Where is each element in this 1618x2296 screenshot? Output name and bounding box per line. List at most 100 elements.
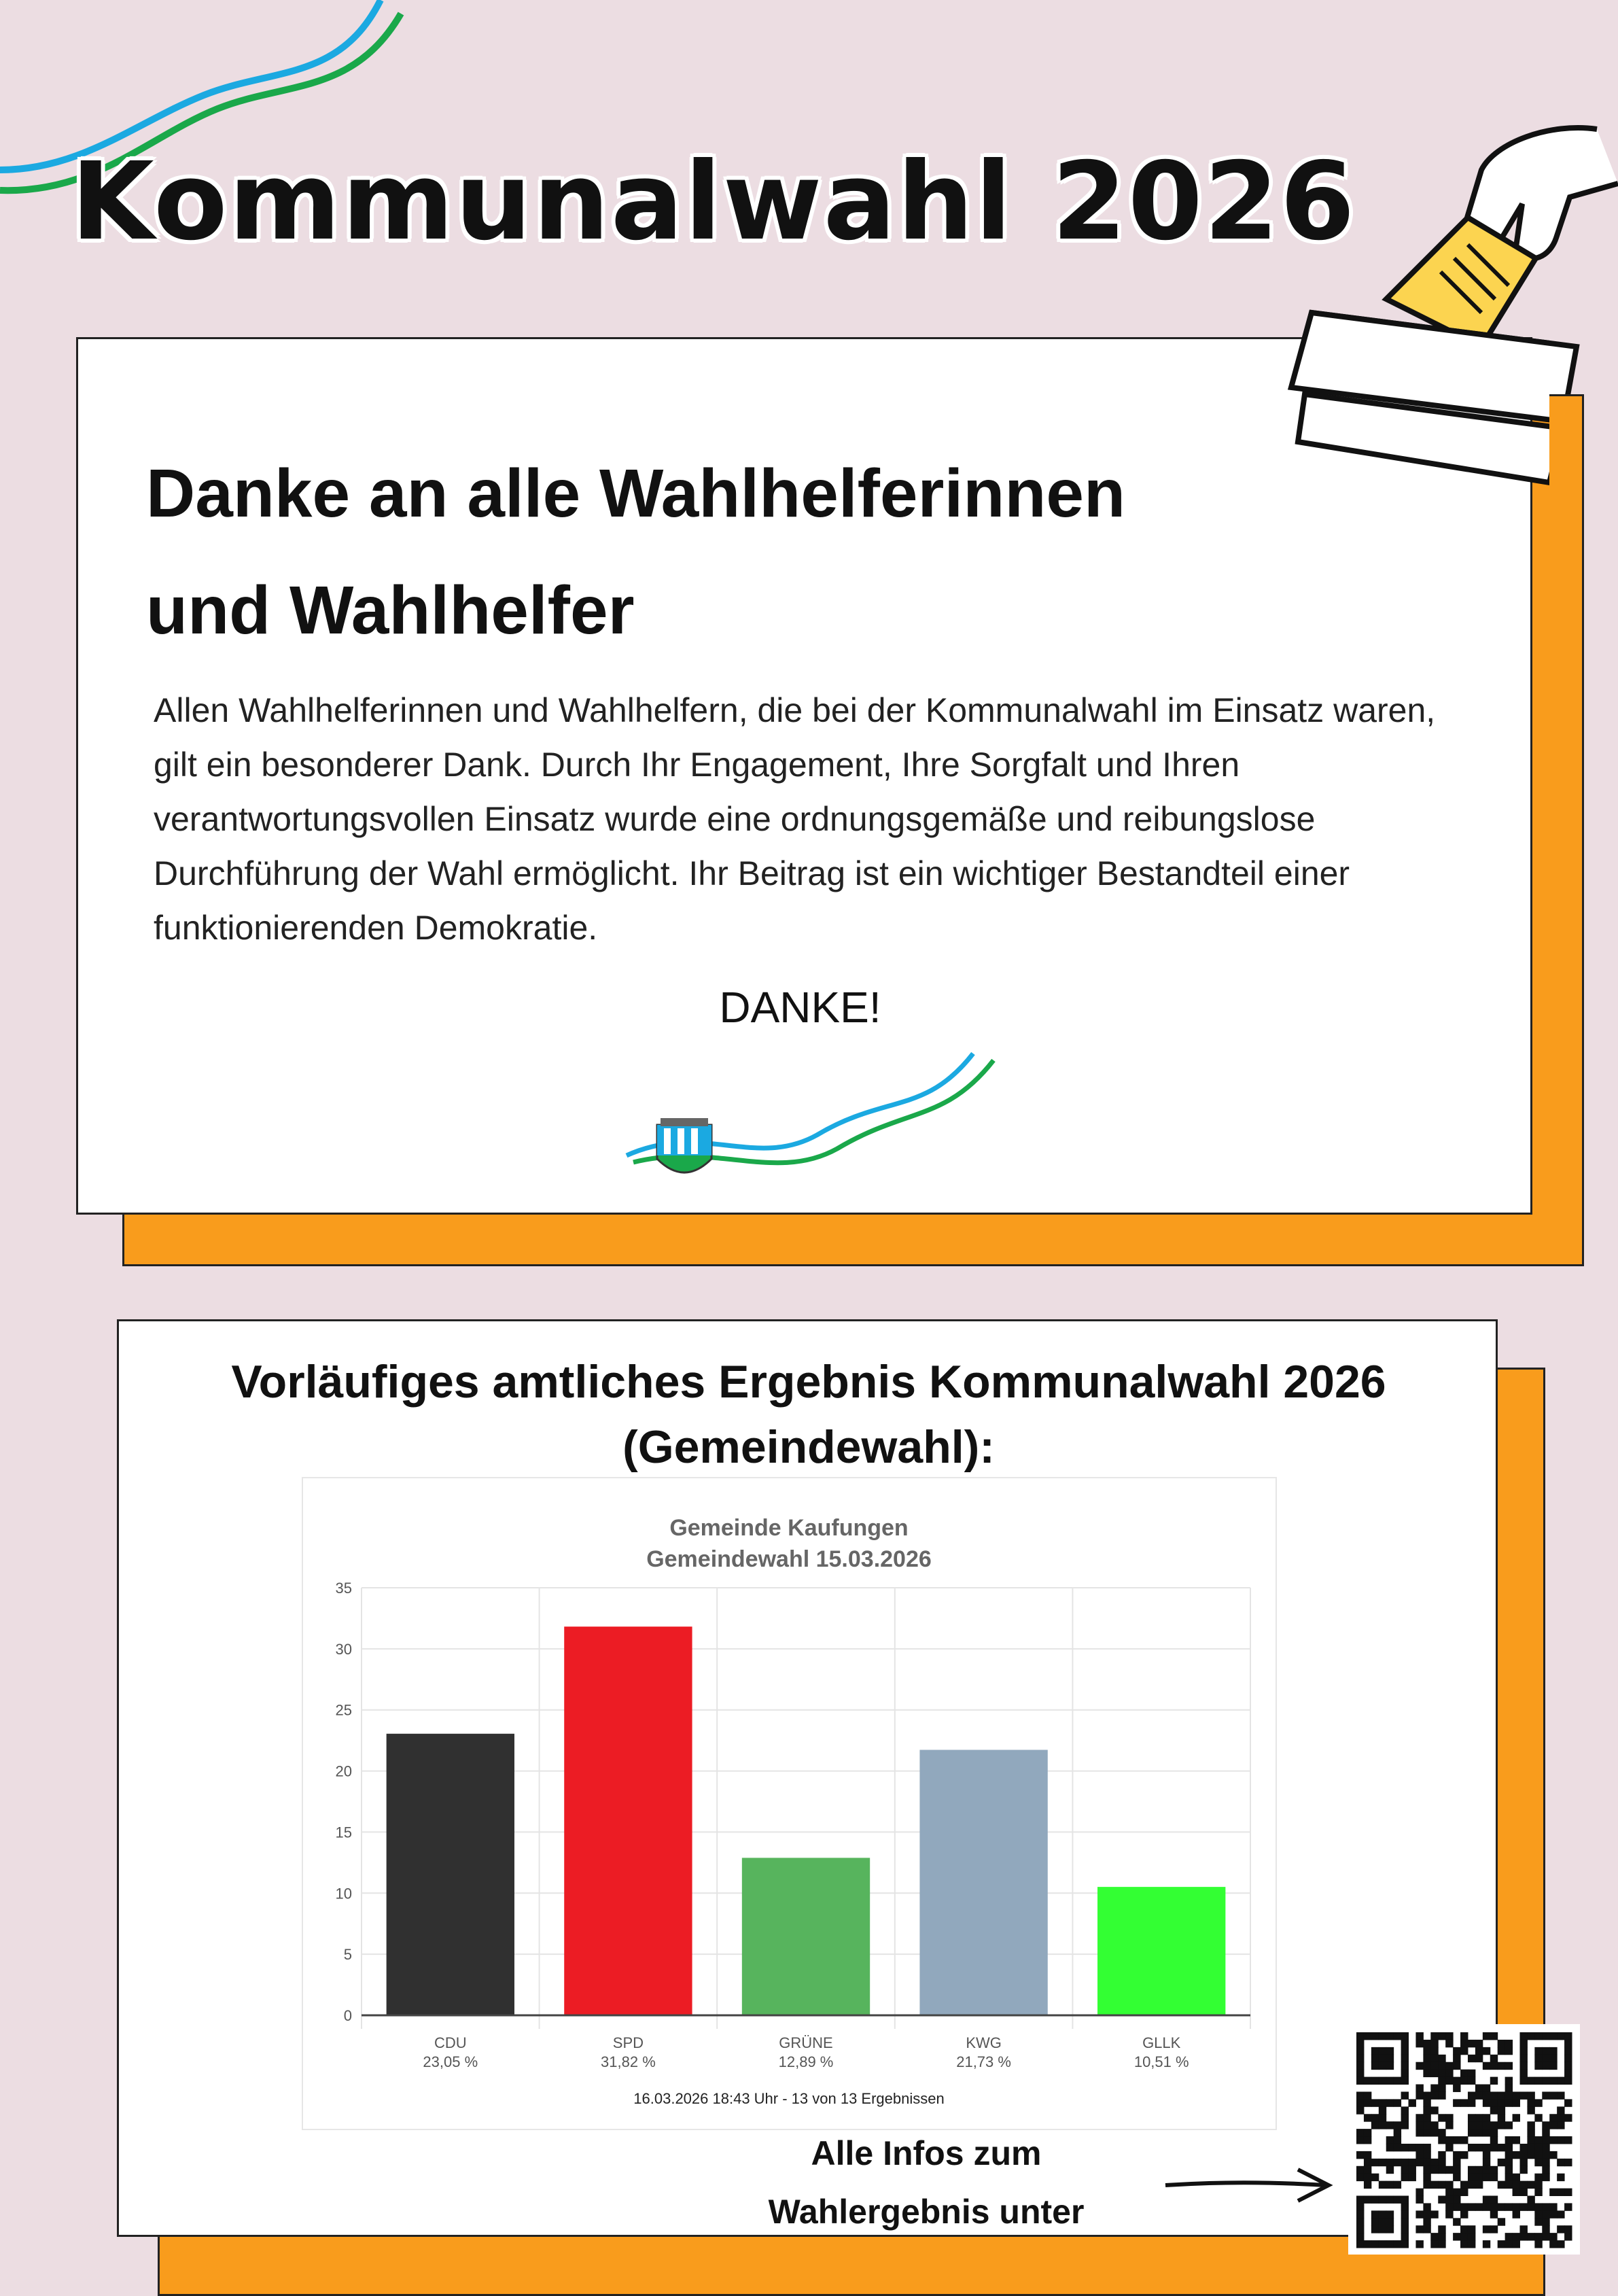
qr-module [1505,2099,1513,2107]
qr-module [1527,2143,1535,2152]
qr-module [1408,2099,1416,2107]
qr-module [1527,2180,1535,2189]
qr-module [1378,2099,1387,2107]
qr-module [1460,2136,1468,2144]
qr-module [1408,2165,1416,2174]
qr-module [1415,2188,1424,2196]
y-tick-label: 0 [344,2007,352,2024]
qr-module [1460,2188,1468,2196]
qr-module [1415,2151,1424,2159]
qr-module [1490,2143,1498,2152]
qr-module [1490,2032,1498,2040]
qr-module [1497,2106,1506,2115]
qr-module [1460,2210,1468,2219]
qr-module [1415,2114,1424,2122]
qr-module [1393,2136,1402,2144]
qr-module [1519,2165,1528,2174]
results-heading: Vorläufiges amtliches Ergebnis Kommunalw… [129,1349,1488,1480]
qr-module [1438,2180,1446,2189]
municipality-logo [625,1051,996,1174]
qr-module [1423,2047,1431,2055]
qr-module [1415,2121,1424,2129]
qr-module [1542,2218,1550,2226]
qr-module [1371,2099,1379,2107]
qr-module [1356,2039,1365,2048]
thanks-card [76,337,1532,1215]
qr-module [1430,2069,1439,2078]
qr-module [1542,2076,1550,2085]
qr-module [1386,2121,1394,2129]
qr-module [1482,2165,1491,2174]
qr-module [1378,2195,1387,2204]
qr-module [1527,2151,1535,2159]
qr-module [1378,2218,1387,2226]
qr-module [1430,2032,1439,2040]
qr-code[interactable] [1348,2024,1580,2255]
qr-module [1371,2054,1379,2063]
qr-module [1534,2114,1543,2122]
qr-module [1386,2165,1394,2174]
qr-module [1519,2203,1528,2211]
qr-module [1445,2188,1454,2196]
qr-module [1505,2091,1513,2100]
qr-module [1467,2143,1476,2152]
qr-module [1430,2091,1439,2100]
qr-module [1490,2225,1498,2233]
qr-module [1557,2091,1565,2100]
qr-module [1438,2062,1446,2070]
qr-module [1512,2233,1520,2241]
qr-module [1505,2084,1513,2092]
qr-module [1393,2076,1402,2085]
qr-module [1363,2151,1372,2159]
qr-module [1430,2121,1439,2129]
qr-module [1519,2180,1528,2189]
qr-module [1438,2054,1446,2063]
data-label: 10,51 % [1134,2053,1189,2070]
qr-module [1408,2173,1416,2182]
qr-module [1490,2129,1498,2137]
qr-module [1519,2151,1528,2159]
qr-module [1490,2173,1498,2182]
qr-module [1371,2076,1379,2085]
qr-module [1505,2143,1513,2152]
qr-module [1423,2203,1431,2211]
qr-module [1534,2054,1543,2063]
qr-module [1401,2091,1409,2100]
qr-module [1467,2203,1476,2211]
qr-module [1438,2076,1446,2085]
qr-module [1549,2091,1558,2100]
qr-module [1445,2143,1454,2152]
qr-module [1453,2062,1461,2070]
qr-module [1557,2173,1565,2182]
qr-module [1549,2032,1558,2040]
qr-module [1512,2091,1520,2100]
qr-module [1527,2203,1535,2211]
bar-chart: Gemeinde Kaufungen Gemeindewahl 15.03.202… [336,1515,1251,2107]
qr-module [1497,2203,1506,2211]
qr-module [1512,2114,1520,2122]
qr-module [1482,2084,1491,2092]
bar-grüne [741,1858,870,2015]
qr-module [1460,2076,1468,2085]
data-label: 23,05 % [423,2053,478,2070]
qr-module [1557,2210,1565,2219]
qr-module [1386,2076,1394,2085]
qr-module [1356,2032,1365,2040]
qr-module [1438,2158,1446,2167]
qr-module [1519,2158,1528,2167]
qr-module [1542,2158,1550,2167]
qr-module [1393,2129,1402,2137]
qr-module [1386,2136,1394,2144]
qr-module [1401,2143,1409,2152]
qr-module [1467,2225,1476,2233]
qr-module [1430,2180,1439,2189]
qr-module [1453,2084,1461,2092]
y-tick-label: 5 [344,1946,352,1963]
qr-module [1534,2218,1543,2226]
qr-module [1497,2047,1506,2055]
qr-module [1363,2195,1372,2204]
qr-module [1460,2069,1468,2078]
qr-module [1460,2099,1468,2107]
qr-module [1445,2032,1454,2040]
qr-module [1378,2180,1387,2189]
